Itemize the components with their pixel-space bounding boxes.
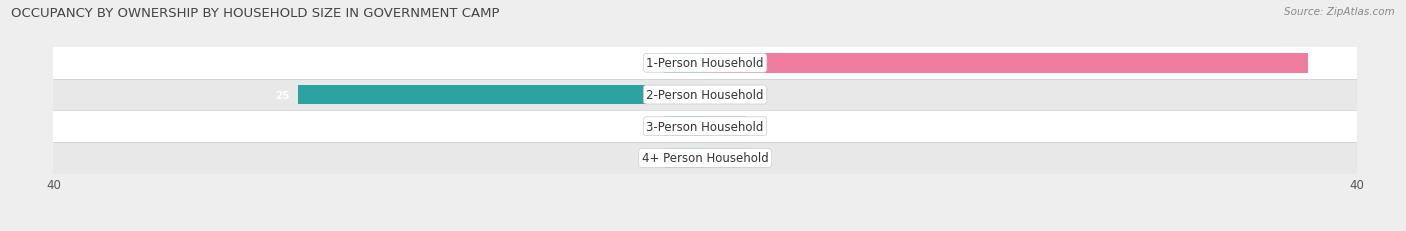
- Text: 0: 0: [650, 153, 657, 163]
- Text: 1-Person Household: 1-Person Household: [647, 57, 763, 70]
- Text: 0: 0: [754, 90, 761, 100]
- Text: 0: 0: [650, 122, 657, 132]
- Bar: [53, 143, 1357, 174]
- Text: 3-Person Household: 3-Person Household: [647, 120, 763, 133]
- Text: 0: 0: [754, 153, 761, 163]
- Bar: [706, 85, 745, 105]
- Bar: [53, 79, 1357, 111]
- Text: 25: 25: [276, 90, 290, 100]
- Text: 0: 0: [754, 122, 761, 132]
- Bar: [53, 111, 1357, 143]
- Text: 2-Person Household: 2-Person Household: [647, 89, 763, 102]
- Text: 37: 37: [1316, 59, 1330, 69]
- Bar: [665, 117, 706, 137]
- Text: 4+ Person Household: 4+ Person Household: [641, 152, 769, 165]
- Bar: [298, 85, 706, 105]
- Bar: [706, 149, 745, 168]
- Text: Source: ZipAtlas.com: Source: ZipAtlas.com: [1284, 7, 1395, 17]
- Bar: [665, 149, 706, 168]
- Text: 0: 0: [650, 59, 657, 69]
- Bar: [706, 54, 1308, 73]
- Bar: [53, 48, 1357, 79]
- Bar: [706, 117, 745, 137]
- Text: OCCUPANCY BY OWNERSHIP BY HOUSEHOLD SIZE IN GOVERNMENT CAMP: OCCUPANCY BY OWNERSHIP BY HOUSEHOLD SIZE…: [11, 7, 499, 20]
- Bar: [665, 54, 706, 73]
